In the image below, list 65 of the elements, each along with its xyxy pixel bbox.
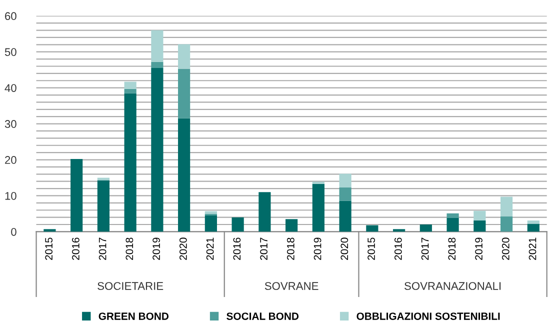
- legend-label: SOCIAL BOND: [226, 312, 299, 320]
- bar: [500, 216, 513, 232]
- x-tick-label: 2015: [368, 238, 375, 260]
- x-tick-label: 2017: [421, 238, 429, 260]
- x-tick-label: 2016: [233, 238, 241, 260]
- y-tick-label: 20: [5, 156, 16, 164]
- bar: [392, 229, 406, 232]
- x-tick-label: 2018: [126, 238, 134, 260]
- x-tick-label: 2016: [72, 238, 80, 260]
- bar: [286, 219, 298, 232]
- x-tick-label: 2019: [314, 238, 322, 260]
- x-tick-label: 2020: [340, 238, 348, 260]
- bar: [527, 224, 540, 232]
- bar: [420, 224, 432, 232]
- x-tick-label: 2015: [45, 238, 52, 260]
- x-tick-label: 2021: [528, 238, 536, 260]
- bar: [312, 184, 324, 232]
- x-tick-label: 2017: [98, 238, 106, 260]
- bar: [178, 44, 190, 69]
- bar: [151, 68, 164, 232]
- bar: [97, 180, 110, 232]
- bar: [258, 192, 271, 232]
- bar: [44, 229, 56, 232]
- text: SOVRANAZIONALI: [404, 282, 501, 290]
- bar: [339, 187, 352, 201]
- x-tick-label: 2017: [260, 238, 268, 260]
- legend-label: OBBLIGAZIONI SOSTENIBILI: [356, 312, 500, 320]
- text: SOVRANE: [264, 282, 318, 290]
- x-tick-label: 2018: [286, 238, 294, 260]
- bar: [339, 174, 352, 188]
- bar: [204, 211, 217, 214]
- bar: [204, 216, 217, 232]
- x-tick-label: 2016: [394, 238, 402, 260]
- bar: [446, 213, 459, 218]
- x-tick-label: 2021: [206, 238, 214, 260]
- x-tick-label: 2019: [475, 238, 482, 260]
- bar: [151, 30, 164, 62]
- bar: [97, 178, 110, 180]
- y-tick-label: 0: [11, 228, 16, 236]
- x-tick-label: 2018: [448, 238, 456, 260]
- bar: [124, 88, 136, 94]
- legend-label: GREEN BOND: [98, 312, 169, 320]
- y-tick-label: 30: [4, 120, 16, 128]
- y-tick-label: 10: [5, 192, 16, 200]
- bar: [232, 217, 244, 232]
- bar: [474, 220, 486, 232]
- x-tick-label: 2020: [502, 238, 510, 260]
- x-tick-label: 2019: [152, 238, 160, 260]
- bar: [446, 218, 459, 232]
- y-tick-label: 50: [4, 48, 16, 56]
- y-tick-label: 60: [5, 12, 16, 20]
- bar: [366, 225, 378, 232]
- bar: [474, 210, 486, 221]
- bar: [124, 93, 136, 232]
- bar: [339, 200, 352, 232]
- y-tick-label: 40: [4, 84, 16, 92]
- text: SOCIETARIE: [98, 282, 164, 290]
- x-tick-label: 2020: [179, 238, 187, 260]
- bar: [178, 118, 190, 232]
- bar: [500, 196, 513, 216]
- bar: [527, 220, 540, 224]
- bar: [178, 68, 190, 118]
- bar: [151, 62, 164, 68]
- bar: [124, 82, 136, 89]
- bar: [70, 159, 83, 232]
